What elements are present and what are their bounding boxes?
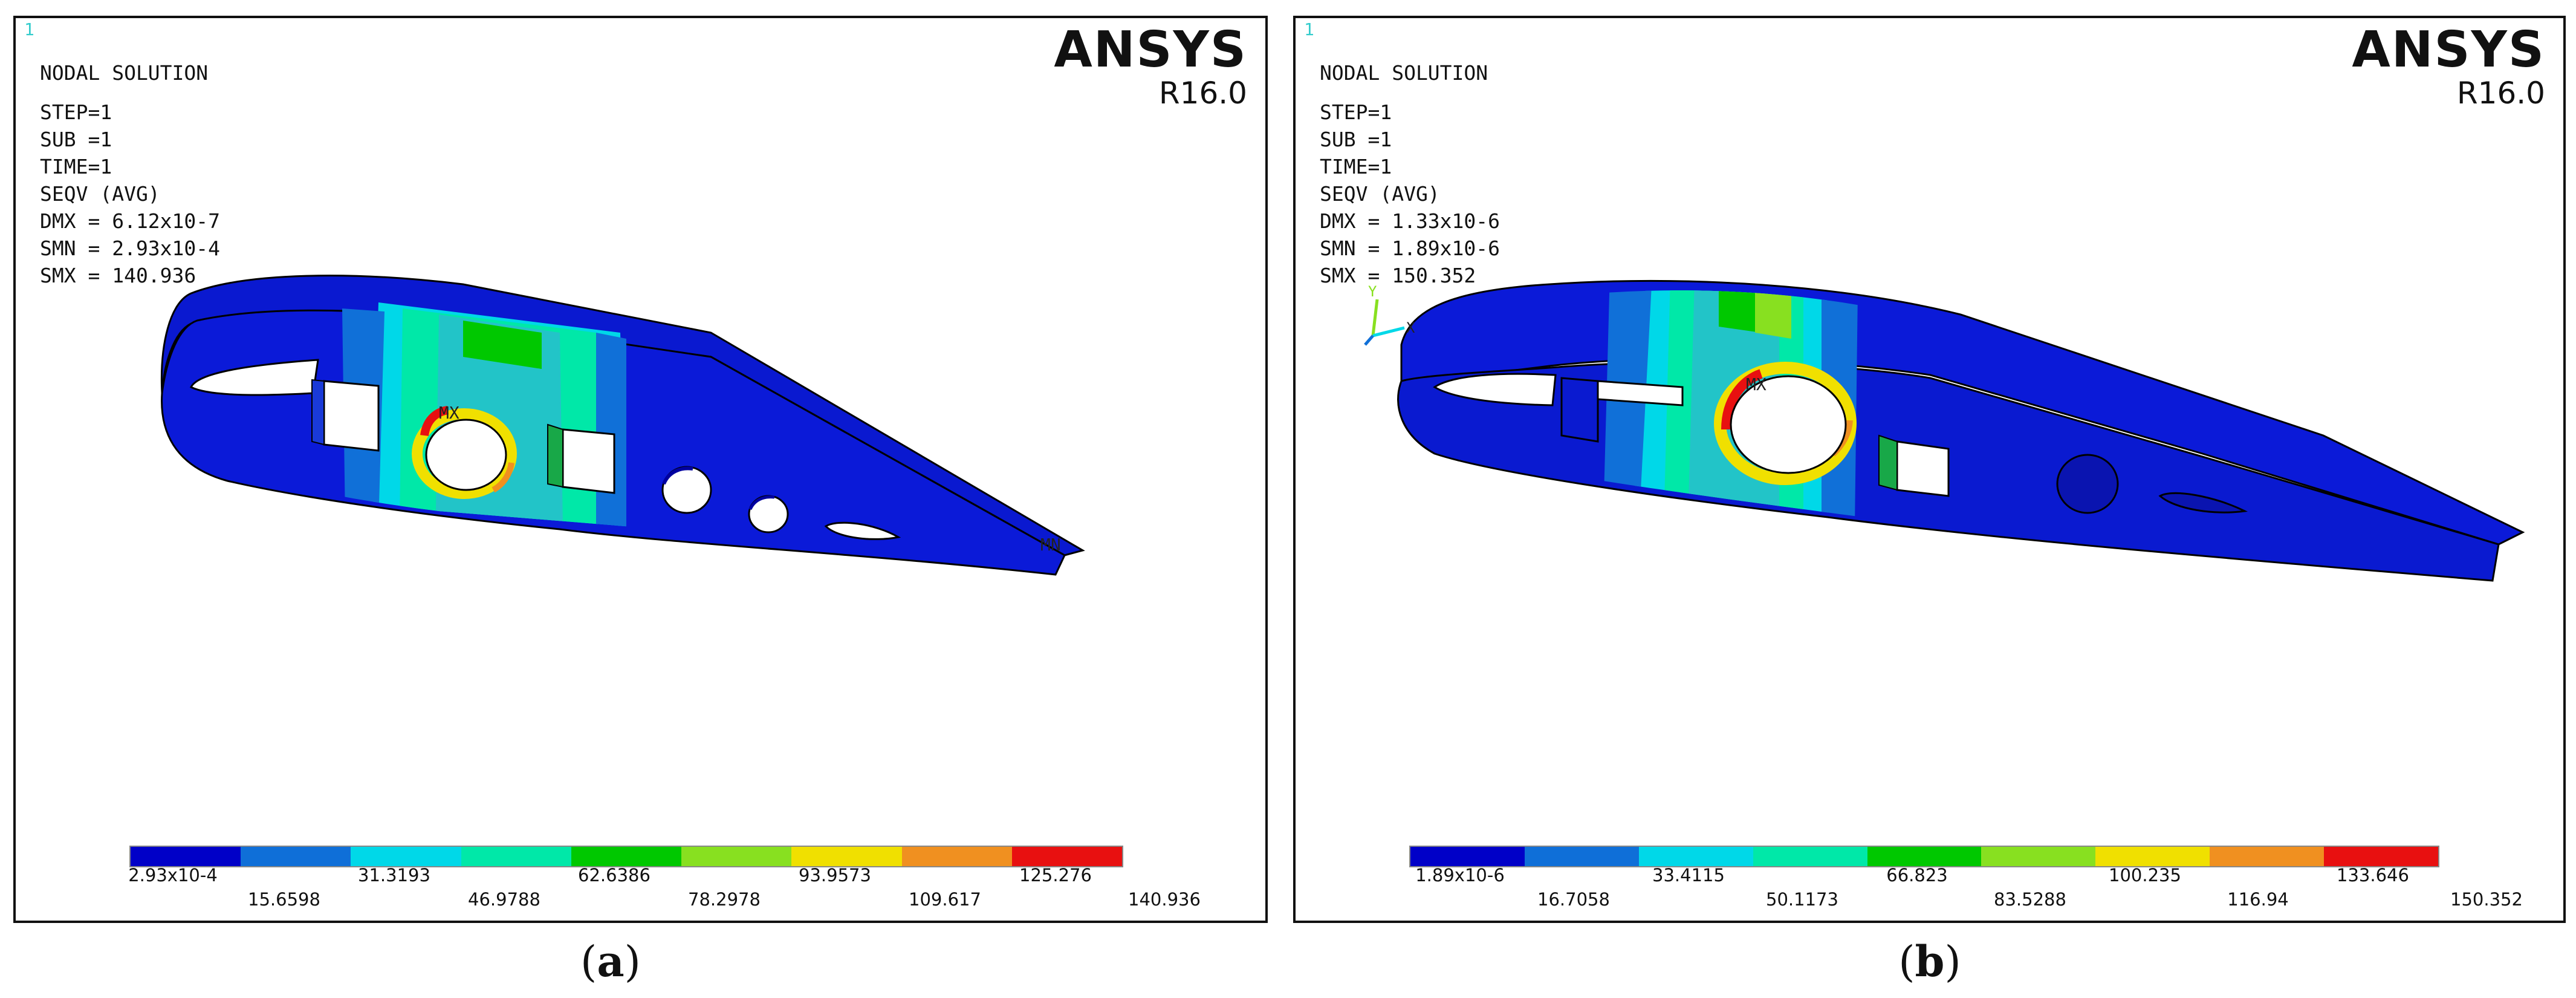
contour-swatch [681, 847, 792, 866]
legend-tick: 93.9573 [799, 865, 871, 885]
main-hole [425, 419, 507, 491]
solution-info-a: NODAL SOLUTION STEP=1 SUB =1 TIME=1 SEQV… [40, 59, 220, 289]
square-cutout-2 [1896, 440, 1950, 497]
contour-swatch [2210, 847, 2325, 866]
xyz-axis-triad-icon: Y X [1364, 283, 1415, 346]
smx-line: SMX = 150.352 [1320, 264, 1476, 287]
contour-swatch [1867, 847, 1982, 866]
ansys-logo-a: ANSYS R16.0 [1054, 23, 1247, 109]
square-cutout-2 [562, 428, 615, 494]
rib-model-a: MX MN [160, 275, 1085, 576]
slot-hole [2158, 492, 2248, 514]
caption-b: (b) [1898, 936, 1961, 987]
brand-name: ANSYS [1054, 21, 1247, 79]
legend-tick: 31.3193 [358, 865, 430, 885]
legend-tick: 2.93x10-4 [128, 865, 218, 885]
solution-title: NODAL SOLUTION [1320, 61, 1488, 85]
step-line: STEP=1 [1320, 100, 1392, 124]
sub-line: SUB =1 [40, 128, 112, 151]
mx-marker: MX [439, 403, 459, 423]
lightening-hole-1 [1433, 373, 1557, 406]
dmx-line: DMX = 6.12x10-7 [40, 209, 221, 233]
contour-swatch [1524, 847, 1639, 866]
legend-tick: 133.646 [2337, 865, 2409, 885]
contour-legend-b [1409, 846, 2439, 867]
legend-tick: 46.9788 [468, 889, 540, 910]
solution-info-b: NODAL SOLUTION STEP=1 SUB =1 TIME=1 SEQV… [1320, 59, 1500, 289]
seqv-line: SEQV (AVG) [1320, 182, 1440, 206]
brand-name: ANSYS [2352, 21, 2545, 79]
contour-swatch [901, 847, 1012, 866]
contour-legend-a [129, 846, 1123, 867]
ansys-logo-b: ANSYS R16.0 [2352, 23, 2545, 109]
legend-tick: 140.936 [1128, 889, 1201, 910]
legend-tick: 125.276 [1019, 865, 1092, 885]
time-line: TIME=1 [1320, 155, 1392, 178]
brand-version: R16.0 [2456, 76, 2545, 111]
contour-swatch [131, 847, 241, 866]
brand-version: R16.0 [1158, 76, 1247, 111]
legend-tick: 62.6386 [578, 865, 650, 885]
contour-swatch [2095, 847, 2210, 866]
solution-title: NODAL SOLUTION [40, 61, 209, 85]
legend-tick: 66.823 [1886, 865, 1948, 885]
mx-marker: MX [1746, 374, 1767, 394]
legend-tick: 116.94 [2227, 889, 2289, 910]
slot-hole [824, 521, 901, 540]
contour-swatch [2324, 847, 2439, 866]
legend-tick: 109.617 [909, 889, 981, 910]
mn-marker: MN [1040, 535, 1061, 555]
legend-tick: 78.2978 [688, 889, 761, 910]
plot-window-b: 1 NODAL SOLUTION STEP=1 SUB =1 TIME=1 SE… [1293, 16, 2566, 923]
contour-swatch [241, 847, 351, 866]
contour-swatch [1638, 847, 1753, 866]
square-cutout-1 [323, 380, 380, 452]
smn-line: SMN = 2.93x10-4 [40, 236, 221, 260]
contour-swatch [1011, 847, 1122, 866]
legend-tick: 150.352 [2450, 889, 2523, 910]
square-cutout-1 [1560, 377, 1599, 443]
window-number: 1 [24, 19, 34, 39]
smn-line: SMN = 1.89x10-6 [1320, 236, 1501, 260]
svg-text:Y: Y [1368, 283, 1377, 300]
legend-tick: 83.5288 [1994, 889, 2066, 910]
caption-a: (a) [580, 936, 641, 987]
legend-tick: 33.4115 [1652, 865, 1725, 885]
legend-tick: 1.89x10-6 [1415, 865, 1505, 885]
legend-tick: 16.7058 [1537, 889, 1610, 910]
main-hole-stress-ring [412, 408, 517, 499]
lightening-hole-1 [189, 359, 319, 396]
legend-tick: 50.1173 [1766, 889, 1838, 910]
contour-swatch [571, 847, 682, 866]
rib-model-b: MX Y X [1364, 279, 2525, 582]
legend-tick: 15.6598 [248, 889, 320, 910]
seqv-line: SEQV (AVG) [40, 182, 160, 206]
contour-swatch [351, 847, 461, 866]
contour-swatch [1410, 847, 1525, 866]
round-hole-1 [2056, 454, 2119, 514]
legend-tick: 100.235 [2109, 865, 2181, 885]
contour-swatch [791, 847, 902, 866]
smx-line: SMX = 140.936 [40, 264, 196, 287]
contour-swatch [1753, 847, 1867, 866]
contour-swatch [461, 847, 571, 866]
main-hole [1730, 375, 1847, 474]
svg-text:X: X [1406, 319, 1415, 336]
sub-line: SUB =1 [1320, 128, 1392, 151]
time-line: TIME=1 [40, 155, 112, 178]
contour-swatch [1981, 847, 2096, 866]
dmx-line: DMX = 1.33x10-6 [1320, 209, 1501, 233]
plot-window-a: 1 NODAL SOLUTION STEP=1 SUB =1 TIME=1 SE… [13, 16, 1268, 923]
step-line: STEP=1 [40, 100, 112, 124]
window-number: 1 [1304, 19, 1314, 39]
